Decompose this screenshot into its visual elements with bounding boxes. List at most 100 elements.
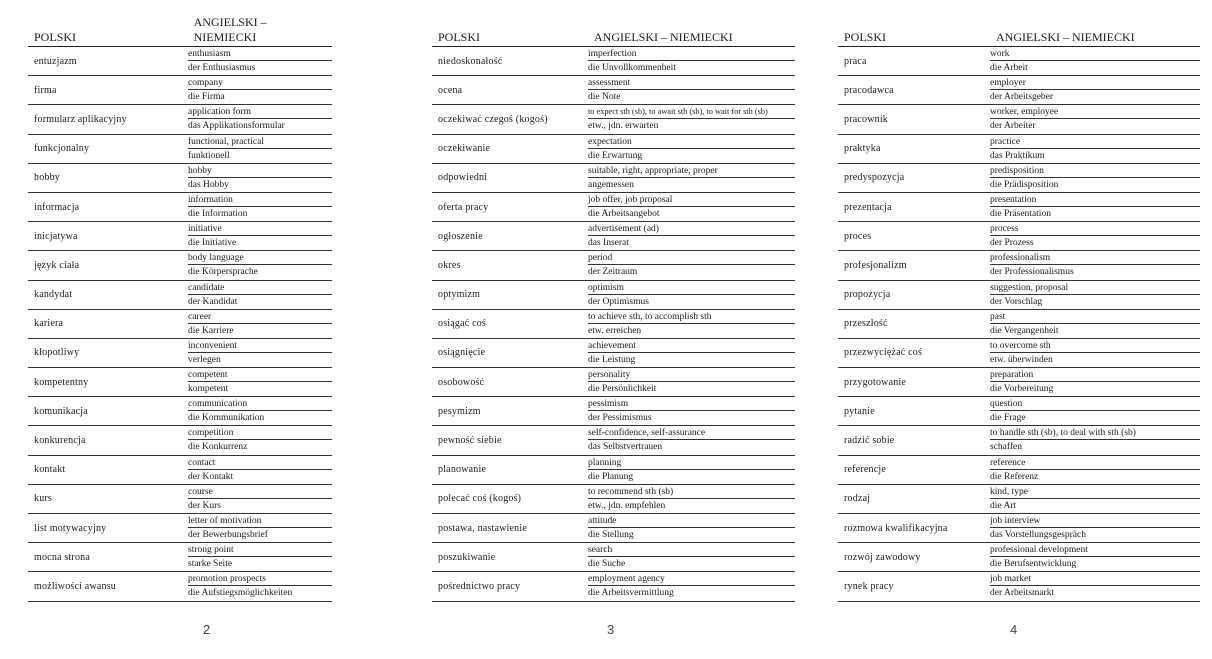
english-term: job interview — [990, 514, 1200, 528]
translations: period der Zeitraum — [588, 251, 795, 279]
translations: contact der Kontakt — [188, 456, 332, 484]
german-term: funktionell — [188, 150, 230, 161]
german-term: der Enthusiasmus — [188, 63, 256, 73]
german-term: der Prozess — [990, 238, 1034, 249]
german-term: das Praktikum — [990, 150, 1045, 161]
table-header: POLSKI ANGIELSKI – NIEMIECKI — [838, 28, 1200, 47]
polish-term: pracodawca — [844, 84, 894, 96]
table-row: przeszłość past die Vergangenheit — [838, 310, 1200, 339]
translations: worker, employee der Arbeiter — [990, 105, 1200, 133]
english-term: suggestion, proposal — [990, 281, 1200, 295]
table-row: propozycja suggestion, proposal der Vorsch… — [838, 281, 1200, 310]
polish-term: polecać coś (kogoś) — [438, 493, 522, 505]
polish-term: odpowiedni — [438, 172, 488, 184]
english-term: course — [188, 485, 332, 499]
polish-term: propozycja — [844, 289, 891, 301]
german-term: die Berufsentwicklung — [990, 559, 1077, 570]
translations: optimism der Optimismus — [588, 281, 795, 309]
english-term: competent — [188, 368, 332, 383]
german-term: die Frage — [990, 413, 1026, 424]
table-row: przygotowanie preparation die Vorbereitung — [838, 368, 1200, 398]
german-term: die Präsentation — [990, 208, 1051, 219]
german-term: das Inserat — [588, 238, 629, 249]
polish-term: rozwój zawodowy — [844, 551, 921, 563]
table-row: referencje reference die Referenz — [838, 456, 1200, 485]
table-row: osiągnięcie achievement die Leistung — [432, 339, 795, 369]
english-term: assessment — [588, 76, 795, 91]
translations: job interview das Vorstellungsgespräch — [990, 514, 1200, 542]
german-term: die Stellung — [588, 530, 634, 540]
german-term: der Vorschlag — [990, 296, 1043, 307]
english-term: inconvenient — [188, 339, 332, 353]
polish-term: oferta pracy — [438, 201, 489, 213]
polish-term: oczekiwać czegoś (kogoś) — [438, 113, 548, 125]
german-term: die Prädisposition — [990, 179, 1059, 190]
english-term: candidate — [188, 281, 332, 295]
table-row: pesymizm pessimism der Pessimismus — [432, 397, 795, 427]
header-polski: POLSKI — [34, 30, 77, 44]
header-angielski-niemiecki: ANGIELSKI – NIEMIECKI — [193, 15, 267, 44]
table-row: ogłoszenie advertisement (ad) das Inserat — [432, 222, 795, 252]
english-term: suitable, right, appropriate, proper — [588, 164, 795, 178]
table-row: rozmowa kwalifikacyjna job interview das V… — [838, 514, 1200, 544]
polish-term: przygotowanie — [844, 376, 907, 388]
table-row: profesjonalizm professionalism der Profess… — [838, 251, 1200, 281]
german-term: die Information — [188, 208, 248, 219]
translations: to overcome sth etw. überwinden — [990, 339, 1200, 367]
german-term: etw., jdn. erwarten — [588, 121, 659, 132]
polish-term: konkurencja — [34, 435, 86, 447]
translations: communication die Kommunikation — [188, 397, 332, 425]
table-row: konkurencja competition die Konkurrenz — [28, 426, 332, 456]
translations: enthusiasm der Enthusiasmus — [188, 47, 332, 75]
german-term: die Initiative — [188, 238, 237, 249]
table-row: odpowiedni suitable, right, appropriate, … — [432, 164, 795, 193]
german-term: der Zeitraum — [588, 267, 638, 278]
german-term: das Vorstellungsgespräch — [990, 530, 1086, 540]
translations: company die Firma — [188, 76, 332, 104]
table-row: list motywacyjny letter of motivation der … — [28, 514, 332, 544]
english-term: work — [990, 47, 1200, 61]
page-number: 3 — [607, 622, 615, 637]
table-row: pewność siebie self-confidence, self-assu… — [432, 426, 795, 456]
german-term: angemessen — [588, 179, 634, 190]
english-term: career — [188, 310, 332, 324]
translations: question die Frage — [990, 397, 1200, 425]
polish-term: entuzjazm — [34, 55, 77, 67]
translations: achievement die Leistung — [588, 339, 795, 367]
german-term: starke Seite — [188, 559, 233, 570]
english-term: presentation — [990, 193, 1200, 207]
translations: career die Karriere — [188, 310, 332, 338]
english-term: functional, practical — [188, 135, 332, 149]
table-row: planowanie planning die Planung — [432, 456, 795, 485]
polish-term: firma — [34, 84, 57, 96]
table-row: postawa, nastawienie attitude die Stellung — [432, 514, 795, 544]
translations: presentation die Präsentation — [990, 193, 1200, 221]
english-term: initiative — [188, 222, 332, 237]
table-row: optymizm optimism der Optimismus — [432, 281, 795, 310]
translations: pessimism der Pessimismus — [588, 397, 795, 425]
polish-term: rodzaj — [844, 493, 871, 505]
table-row: kurs course der Kurs — [28, 485, 332, 514]
translations: promotion prospects die Aufstiegsmöglichk… — [188, 572, 332, 600]
german-term: das Selbstvertrauen — [588, 442, 663, 453]
table-row: oczekiwanie expectation die Erwartung — [432, 135, 795, 164]
table-row: kontakt contact der Kontakt — [28, 456, 332, 485]
header-polski: POLSKI — [438, 30, 481, 44]
english-term: predisposition — [990, 164, 1200, 178]
german-term: die Kommunikation — [188, 413, 265, 424]
table-row: poszukiwanie search die Suche — [432, 543, 795, 573]
translations: expectation die Erwartung — [588, 135, 795, 163]
table-row: język ciała body language die Körpersprach… — [28, 251, 332, 281]
translations: inconvenient verlegen — [188, 339, 332, 367]
polish-term: pesymizm — [438, 405, 481, 417]
german-term: schaffen — [990, 442, 1023, 453]
german-term: der Optimismus — [588, 296, 649, 307]
polish-term: kontakt — [34, 464, 66, 476]
polish-term: niedoskonałość — [438, 55, 503, 67]
german-term: die Arbeitsvermittlung — [588, 588, 674, 599]
polish-term: formularz aplikacyjny — [34, 113, 127, 125]
english-term: contact — [188, 456, 332, 470]
vocabulary-table: POLSKI ANGIELSKI – NIEMIECKI entuzjazm enth… — [28, 15, 332, 602]
table-row: proces process der Prozess — [838, 222, 1200, 252]
table-row: kłopotliwy inconvenient verlegen — [28, 339, 332, 369]
